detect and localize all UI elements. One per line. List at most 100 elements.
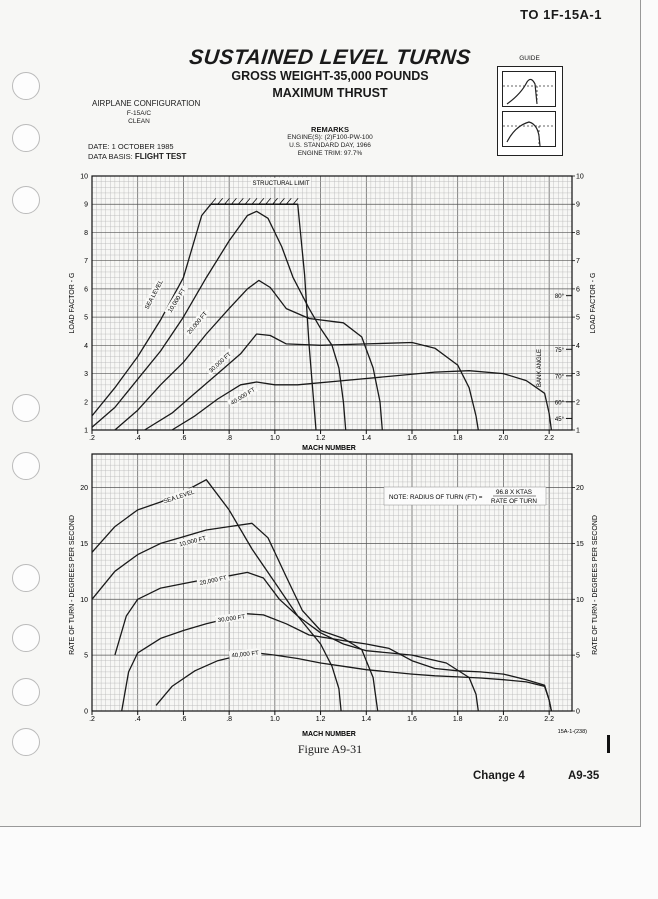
- binder-hole: [12, 186, 40, 214]
- rate-of-turn-ticks: .2 .4 .6 .8 1.0 1.2 1.4 1.6 1.8 2.0 2.2 0 0 5 5 10 10 15 1…: [80, 485, 584, 723]
- structural-limit-hatch-mark: [231, 197, 237, 205]
- series-label-bg: [205, 348, 235, 376]
- y-tick-label-right: 0: [576, 709, 580, 716]
- config-clean: CLEAN: [128, 118, 150, 125]
- y-tick-label-left: 7: [84, 258, 88, 265]
- y-tick-label-right: 7: [576, 258, 580, 265]
- date-info: DATE: 1 OCTOBER 1985 DATA BASIS: FLIGHT …: [88, 142, 186, 161]
- remarks-engines: ENGINE(S): (2)F100-PW-100: [287, 134, 373, 141]
- radius-note-numerator: 96.8 X KTAS: [496, 489, 532, 496]
- figure-caption: Figure A9-31: [297, 742, 363, 756]
- x-tick-label: 1.8: [453, 716, 463, 723]
- structural-limit-hatch-mark: [237, 197, 244, 205]
- y-tick-label-right: 9: [576, 202, 580, 209]
- x-tick-label: 2.2: [544, 435, 554, 442]
- y-tick-label-left: 20: [80, 485, 88, 492]
- series-line-0: [91, 203, 317, 431]
- y-tick-label-right: 8: [576, 230, 580, 237]
- structural-limit-hatch-mark: [279, 197, 285, 205]
- x-tick-label: 1.0: [270, 716, 280, 723]
- remarks-trim: ENGINE TRIM: 97.7%: [297, 150, 363, 157]
- config-details: F-15A/C CLEAN: [92, 110, 186, 126]
- structural-limit-hatch-mark: [272, 197, 278, 205]
- rate-of-turn-chart: .2 .4 .6 .8 1.0 1.2 1.4 1.6 1.8 2.0 2.2 0 0 5 5 10 10 15 1…: [69, 453, 599, 738]
- radius-note-box: [383, 486, 547, 506]
- series-line-2: [114, 279, 383, 431]
- y-tick-label-right: 1: [576, 428, 580, 435]
- rate-of-turn-series: [91, 479, 553, 712]
- y-tick-label-right: 20: [576, 485, 584, 492]
- x-tick-label: 2.0: [499, 435, 509, 442]
- series-line-0: [91, 479, 342, 712]
- series-label-bg: [142, 278, 165, 311]
- binder-hole: [12, 394, 40, 422]
- structural-limit-hatch-mark: [224, 197, 230, 205]
- guide-upper-icon: [503, 78, 555, 105]
- y-tick-label-left: 9: [84, 202, 88, 209]
- series-label-bg: [196, 572, 230, 588]
- tech-order-number: TO 1F-15A-1: [520, 7, 602, 22]
- x-tick-label: .4: [135, 435, 141, 442]
- y-tick-label-left: 8: [84, 230, 88, 237]
- change-bar: [607, 735, 610, 753]
- structural-limit-hatch-mark: [251, 197, 258, 205]
- series-label-bg: [175, 532, 209, 549]
- y-tick-label-left: 0: [84, 709, 88, 716]
- binder-hole: [12, 452, 40, 480]
- guide-lower-icon: [503, 121, 555, 147]
- y-tick-label-right: 5: [576, 315, 580, 322]
- plot-frame: [91, 453, 573, 712]
- bank-angle-value: 75°: [555, 348, 565, 354]
- binder-hole: [12, 72, 40, 100]
- structural-limit-hatch-mark: [210, 197, 217, 205]
- x-tick-label: 1.6: [407, 716, 417, 723]
- x-tick-label: 1.8: [453, 435, 463, 442]
- bank-angle-scale: 80° 75° 70° 60° 45°: [555, 294, 572, 423]
- top-y-axis-label-left: LOAD FACTOR - G: [69, 273, 76, 334]
- remarks-block: REMARKS ENGINE(S): (2)F100-PW-100 U.S. S…: [260, 126, 400, 158]
- y-tick-label-right: 4: [576, 343, 580, 350]
- series-label-2: 20,000 FT: [199, 575, 227, 587]
- structural-limit-hatch-mark: [217, 197, 224, 205]
- config-heading: AIRPLANE CONFIGURATION: [92, 99, 201, 108]
- x-tick-label: 1.2: [316, 435, 326, 442]
- binder-hole: [12, 564, 40, 592]
- top-y-axis-label-right: LOAD FACTOR - G: [590, 273, 597, 334]
- x-tick-label: 2.0: [499, 716, 509, 723]
- series-label-bg: [162, 487, 196, 505]
- bottom-y-axis-label-right: RATE OF TURN - DEGREES PER SECOND: [592, 515, 599, 655]
- load-factor-series: [91, 203, 553, 431]
- structural-limit-hatch-mark: [292, 197, 299, 205]
- y-tick-label-left: 4: [84, 343, 88, 350]
- series-label-bg: [183, 307, 211, 338]
- guide-upper-cell: [502, 71, 556, 107]
- series-label-3: 30,000 FT: [218, 614, 246, 624]
- series-line-1: [91, 210, 347, 431]
- chart-subtitle-thrust: MAXIMUM THRUST: [272, 86, 388, 100]
- guide-lower-cell: [502, 111, 556, 147]
- data-basis-value: FLIGHT TEST: [134, 151, 187, 161]
- y-tick-label-left: 1: [84, 428, 88, 435]
- y-tick-label-right: 6: [576, 286, 580, 293]
- load-factor-ticks: .2 .4 .6 .8 1.0 1.2 1.4 1.6 1.8 2.0 2.2 1 1 2 2 3 3 4 4 5 5 6…: [80, 174, 584, 443]
- series-label-4: 40,000 FT: [231, 651, 259, 660]
- x-tick-label: 1.4: [361, 435, 371, 442]
- structural-limit-hatch-mark: [285, 197, 292, 205]
- bank-angle-value: 70°: [555, 374, 565, 380]
- x-tick-label: .8: [226, 716, 232, 723]
- page-number: A9-35: [568, 770, 600, 782]
- bottom-x-axis-label: MACH NUMBER: [302, 731, 356, 738]
- structural-limit-label: STRUCTURAL LIMIT: [252, 181, 309, 187]
- structural-limit-label-bg: [251, 178, 311, 187]
- load-factor-chart: .2 .4 .6 .8 1.0 1.2 1.4 1.6 1.8 2.0 2.2 1 1 2 2 3 3 4 4 5 5 6…: [69, 174, 597, 453]
- remarks-heading: REMARKS: [311, 125, 349, 134]
- x-tick-label: .8: [226, 435, 232, 442]
- guide-title: GUIDE: [519, 55, 540, 62]
- bank-angle-value: 80°: [555, 294, 565, 300]
- x-tick-label: .4: [135, 716, 141, 723]
- y-tick-label-right: 10: [576, 174, 584, 181]
- x-tick-label: .6: [181, 716, 187, 723]
- chart-date: DATE: 1 OCTOBER 1985: [88, 142, 174, 151]
- x-tick-label: 1.4: [361, 716, 371, 723]
